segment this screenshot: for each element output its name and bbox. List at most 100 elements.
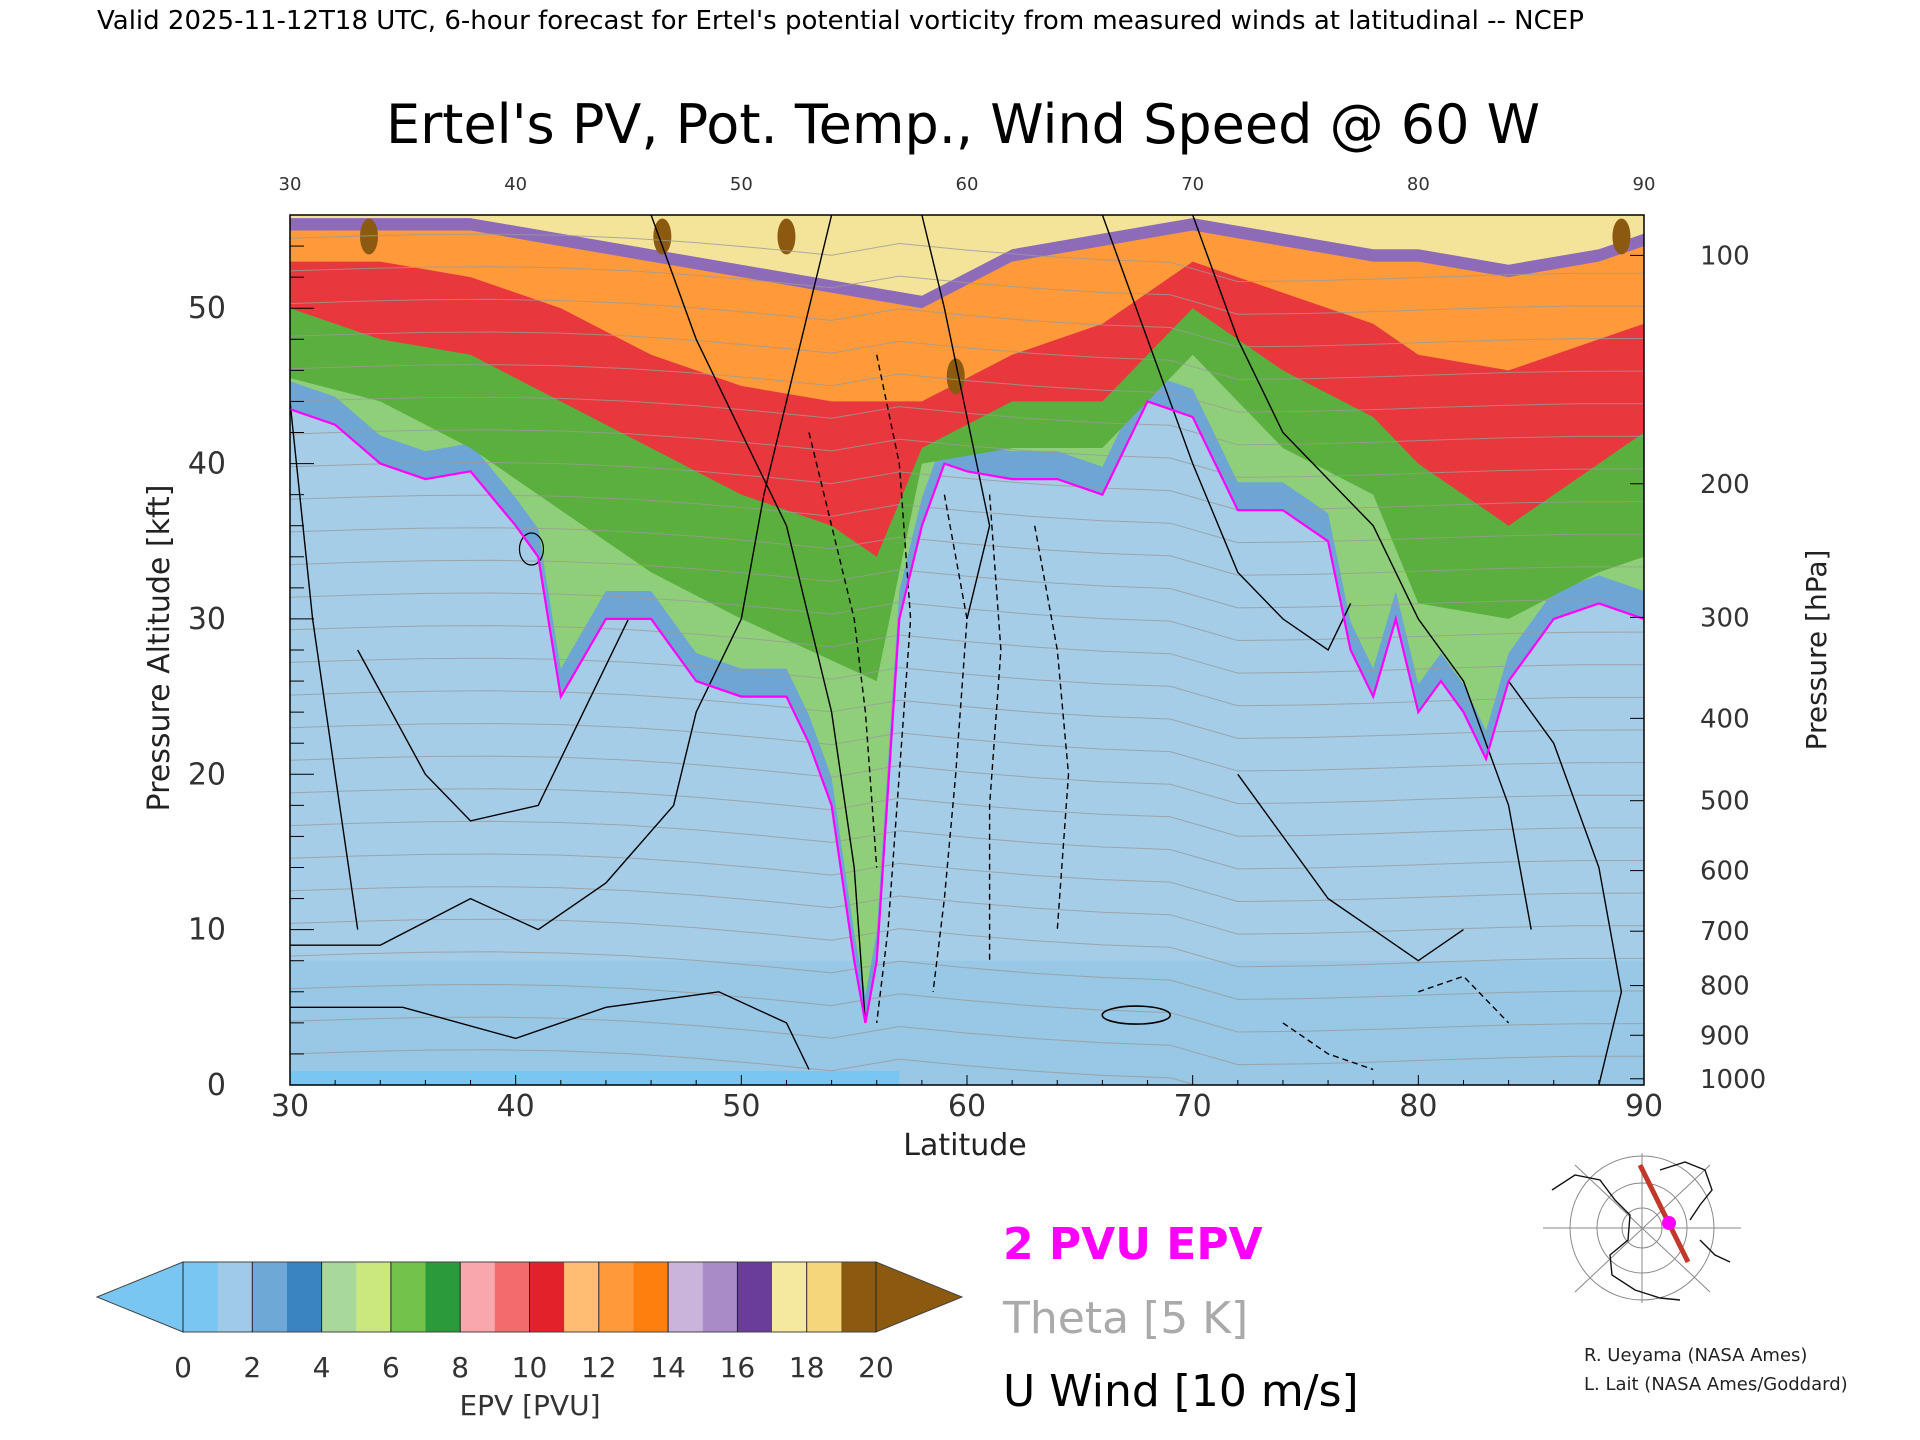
theta-contour [290, 1016, 1644, 1066]
x-top-tick-label: 40 [504, 174, 527, 195]
colorbar-segment [356, 1262, 392, 1332]
pressure-axis-ticks: 100 200 300 400 500 600 700 800 900 1000 [1630, 241, 1766, 1095]
theta-contour [290, 820, 1644, 870]
colorbar-label: EPV [PVU] [459, 1389, 600, 1422]
theta-contour [290, 625, 1644, 674]
u-wind-positive-contour [290, 991, 810, 1070]
u-wind-negative-contour [988, 494, 1002, 961]
colorbar-tick-label: 4 [313, 1351, 331, 1384]
theta-contour [290, 527, 1644, 576]
colorbar-tick-label: 2 [243, 1351, 261, 1384]
theta-contour [290, 396, 1644, 446]
colorbar-tick-label: 0 [174, 1351, 192, 1384]
colorbar-segment [217, 1262, 253, 1332]
colorbar-segment [598, 1262, 634, 1332]
pv-max-spike [777, 218, 796, 255]
colorbar-tick-label: 8 [451, 1351, 469, 1384]
colorbar-segment [252, 1262, 288, 1332]
y-tick-label: 20 [188, 757, 226, 792]
theta-contour [290, 690, 1644, 739]
pressure-tick-label: 400 [1700, 704, 1750, 734]
u-wind-positive-contour [357, 618, 630, 822]
theta-contour [290, 722, 1644, 772]
u-wind-positive-contour [1508, 680, 1623, 1085]
pv-band-surface [290, 1071, 900, 1085]
colorbar-min-arrow [95, 1261, 184, 1333]
cross-section-line [1637, 1163, 1691, 1264]
tropopause-2pvu-line [290, 400, 1644, 1024]
colorbar-tick-label: 20 [858, 1351, 894, 1384]
x-top-tick-label: 80 [1407, 174, 1430, 195]
theta-contour [290, 951, 1644, 1000]
u-wind-negative-contour [876, 354, 912, 1023]
u-wind-positive-contour [290, 215, 833, 946]
pv-max-spike [653, 218, 672, 255]
u-wind-positive-contour [290, 401, 359, 930]
y-tick-label: 10 [188, 913, 226, 948]
theta-contour [290, 1049, 1198, 1085]
theta-contour [290, 592, 1644, 642]
theta-contour [290, 331, 1644, 381]
x-tick-label: 90 [1625, 1089, 1663, 1124]
colorbar-segment [425, 1262, 461, 1332]
u-wind-contours [290, 215, 1623, 1085]
colorbar: 0 2 4 6 8 10 12 14 16 18 20 EPV [PVU] [95, 1261, 964, 1422]
theta-contour [290, 233, 1644, 283]
u-wind-positive-contour [921, 215, 991, 620]
x-tick-label: 80 [1399, 1089, 1437, 1124]
x-tick-label: 30 [271, 1089, 309, 1124]
y-tick-label: 0 [207, 1068, 226, 1103]
plot-area: 30 30 40 40 50 50 60 60 70 70 80 80 90 90 0 10 20 30 40 50… [188, 174, 1766, 1124]
theta-contour [290, 983, 1644, 1033]
theta-contours [290, 233, 1644, 1085]
pressure-tick-label: 500 [1700, 787, 1750, 817]
y-axis-label: Pressure Altitude [kft] [142, 485, 177, 812]
pressure-tick-label: 300 [1700, 603, 1750, 633]
x-top-tick-label: 90 [1633, 174, 1656, 195]
colorbar-tick-label: 6 [382, 1351, 400, 1384]
u-wind-positive-contour [1101, 215, 1352, 652]
colorbar-segment [494, 1262, 530, 1332]
u-wind-closed-contour [1101, 1005, 1172, 1025]
colorbar-segment [529, 1262, 565, 1332]
x-tick-label: 60 [948, 1089, 986, 1124]
x-top-tick-label: 70 [1181, 174, 1204, 195]
colorbar-segment [841, 1262, 877, 1332]
colorbar-segment [286, 1262, 322, 1332]
colorbar-tick-label: 14 [650, 1351, 686, 1384]
x-top-tick-label: 30 [279, 174, 302, 195]
pv-band-18 [290, 215, 1644, 296]
colorbar-segment [668, 1262, 704, 1332]
legend-2pvu: 2 PVU EPV [1003, 1219, 1263, 1270]
theta-contour [290, 364, 1644, 413]
x-axis-ticks: 30 30 40 40 50 50 60 60 70 70 80 80 90 90 [271, 174, 1663, 1124]
x-top-tick-label: 50 [730, 174, 753, 195]
theta-contour [290, 298, 1644, 348]
u-wind-positive-contour [650, 215, 867, 1023]
pressure-tick-label: 200 [1700, 470, 1750, 500]
pressure-tick-label: 1000 [1700, 1065, 1766, 1095]
colorbar-segment [772, 1262, 808, 1332]
pv-band-12 [290, 215, 1644, 402]
valid-line: Valid 2025-11-12T18 UTC, 6-hour forecast… [97, 6, 1584, 36]
colorbar-ticks: 0 2 4 6 8 10 12 14 16 18 20 [174, 1262, 894, 1384]
credit-2: L. Lait (NASA Ames/Goddard) [1584, 1374, 1848, 1395]
pv-band-lower [290, 960, 1644, 1085]
x-axis-label: Latitude [903, 1128, 1026, 1163]
theta-contour [290, 788, 1644, 837]
y-axis-ticks: 0 10 20 30 40 50 [188, 214, 314, 1103]
pressure-tick-label: 600 [1700, 857, 1750, 887]
colorbar-segment [564, 1262, 600, 1332]
theta-contour [290, 657, 1644, 707]
x-tick-label: 70 [1174, 1089, 1212, 1124]
colorbar-segment [702, 1262, 738, 1332]
pressure-axis-label: Pressure [hPa] [1800, 550, 1833, 751]
pressure-tick-label: 900 [1700, 1021, 1750, 1051]
u-wind-negative-contour [932, 494, 968, 992]
pv-max-spike [1612, 218, 1631, 255]
x-top-tick-label: 60 [956, 174, 979, 195]
colorbar-max-arrow [875, 1261, 964, 1333]
y-tick-label: 30 [188, 602, 226, 637]
colorbar-tick-label: 10 [512, 1351, 548, 1384]
